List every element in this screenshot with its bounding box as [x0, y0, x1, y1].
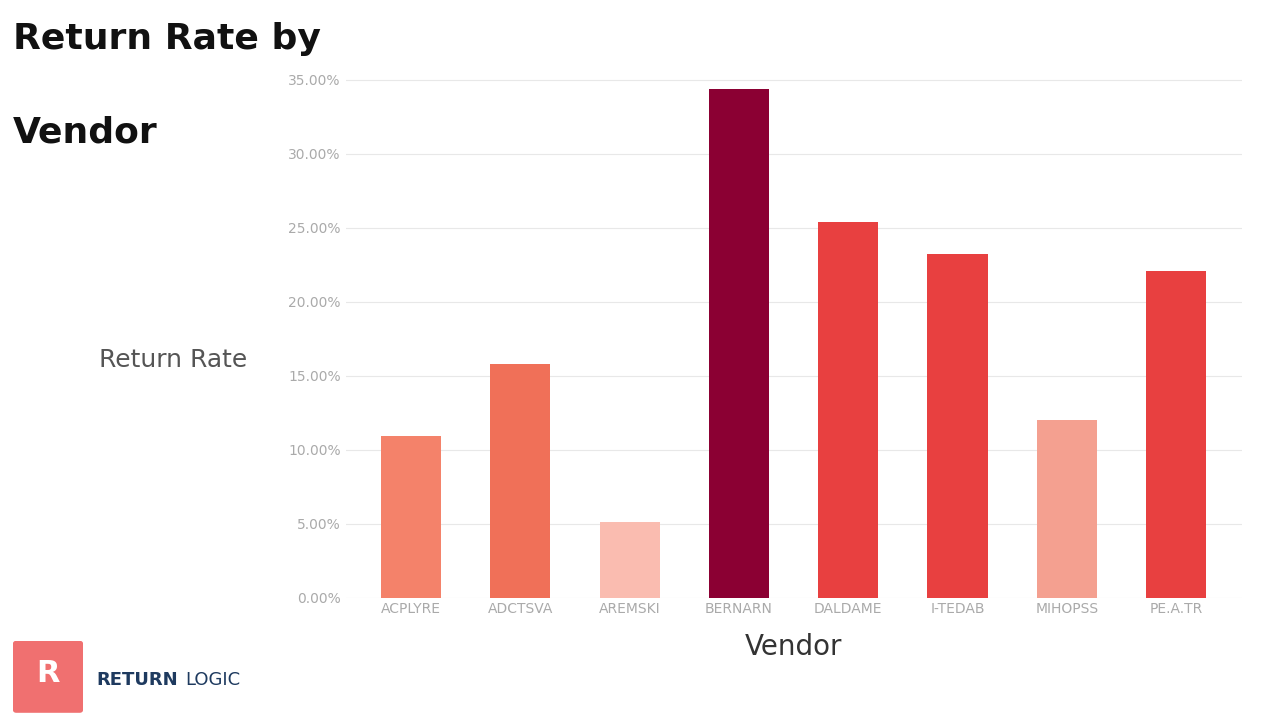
Text: Return Rate: Return Rate — [99, 348, 247, 372]
FancyBboxPatch shape — [13, 641, 83, 713]
Bar — [818, 222, 878, 598]
Bar — [490, 364, 550, 598]
Text: RETURN: RETURN — [96, 671, 178, 690]
Text: LOGIC: LOGIC — [186, 671, 241, 690]
Bar — [1037, 420, 1097, 598]
Bar — [599, 522, 659, 598]
Text: R: R — [36, 659, 60, 688]
Bar — [1146, 271, 1206, 598]
Text: Vendor: Vendor — [13, 115, 157, 149]
Bar — [709, 89, 769, 598]
Bar — [381, 436, 442, 598]
Bar — [928, 254, 988, 598]
X-axis label: Vendor: Vendor — [745, 633, 842, 661]
Text: Return Rate by: Return Rate by — [13, 22, 321, 55]
